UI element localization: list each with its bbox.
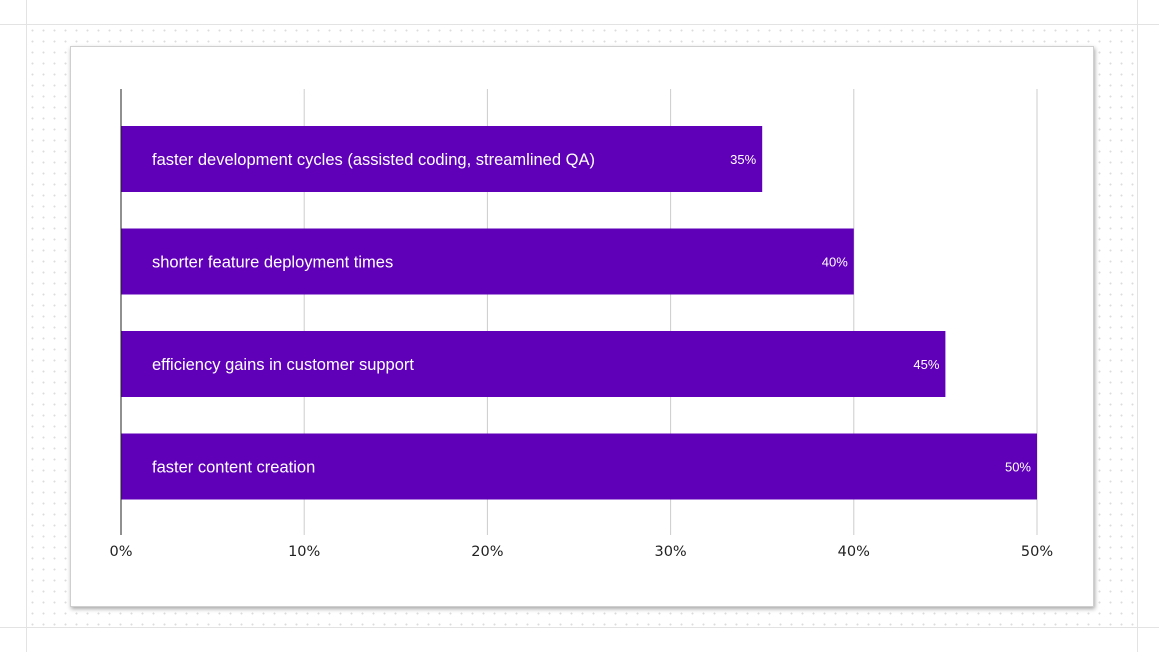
guide-line-left [26, 0, 27, 652]
bar-value-label: 40% [822, 255, 848, 270]
x-tick-label: 40% [838, 544, 870, 560]
guide-line-top [0, 24, 1159, 25]
guide-line-bottom [0, 627, 1159, 628]
bar-value-label: 35% [730, 152, 756, 167]
x-tick-label: 30% [654, 544, 686, 560]
bars: faster development cycles (assisted codi… [121, 126, 1037, 500]
bar [121, 433, 1037, 500]
bar [121, 126, 763, 192]
x-tick-label: 20% [471, 544, 503, 560]
bar-category-label: faster content creation [152, 459, 315, 477]
bar [121, 331, 946, 397]
x-tick-label: 50% [1021, 544, 1053, 560]
bar-category-label: shorter feature deployment times [152, 254, 393, 272]
x-tick-label: 0% [109, 544, 132, 560]
bar [121, 228, 854, 295]
bar-value-label: 45% [913, 357, 939, 372]
bar-category-label: faster development cycles (assisted codi… [152, 151, 595, 169]
guide-line-right [1137, 0, 1138, 652]
bar-category-label: efficiency gains in customer support [152, 356, 414, 374]
x-tick-label: 10% [288, 544, 320, 560]
bar-value-label: 50% [1005, 460, 1031, 475]
axis: 0% 10% 20% 30% 40% 50% [109, 89, 1053, 560]
